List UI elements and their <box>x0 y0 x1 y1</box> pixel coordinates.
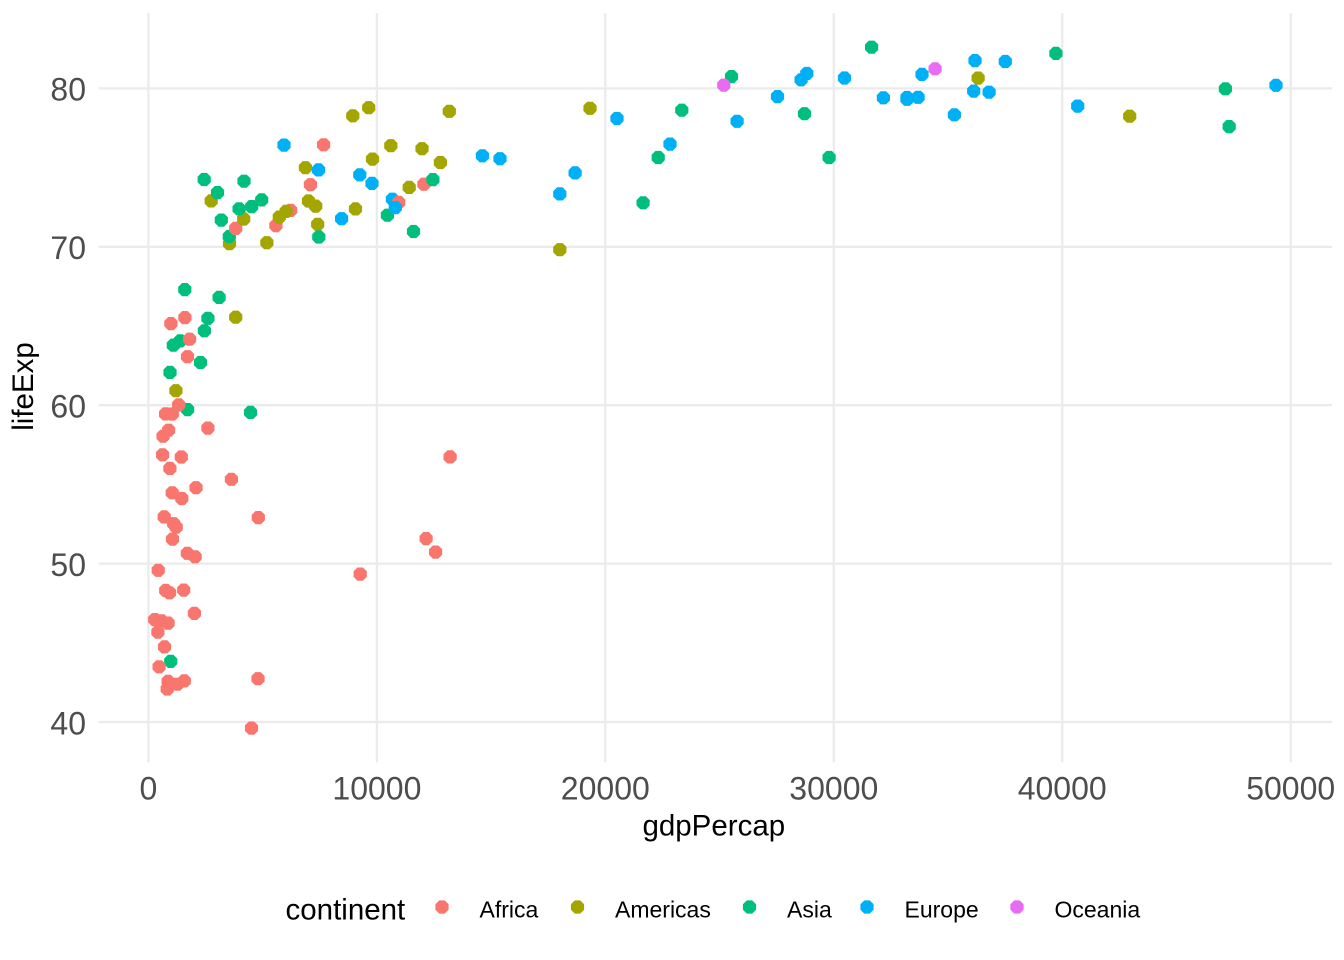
svg-text:Asia: Asia <box>787 897 832 923</box>
svg-text:lifeExp: lifeExp <box>7 342 40 431</box>
svg-text:gdpPercap: gdpPercap <box>642 809 785 842</box>
svg-text:continent: continent <box>286 893 406 926</box>
svg-text:50: 50 <box>50 547 86 583</box>
svg-text:Americas: Americas <box>615 897 711 923</box>
svg-text:50000: 50000 <box>1246 771 1335 807</box>
svg-text:20000: 20000 <box>561 771 650 807</box>
svg-text:0: 0 <box>140 771 158 807</box>
svg-text:70: 70 <box>50 230 86 266</box>
svg-text:Africa: Africa <box>480 897 539 923</box>
svg-text:40: 40 <box>50 705 86 741</box>
svg-text:Europe: Europe <box>905 897 979 923</box>
svg-text:60: 60 <box>50 389 86 425</box>
svg-text:40000: 40000 <box>1018 771 1107 807</box>
svg-text:30000: 30000 <box>789 771 878 807</box>
svg-text:10000: 10000 <box>332 771 421 807</box>
svg-text:80: 80 <box>50 72 86 108</box>
svg-text:Oceania: Oceania <box>1055 897 1141 923</box>
